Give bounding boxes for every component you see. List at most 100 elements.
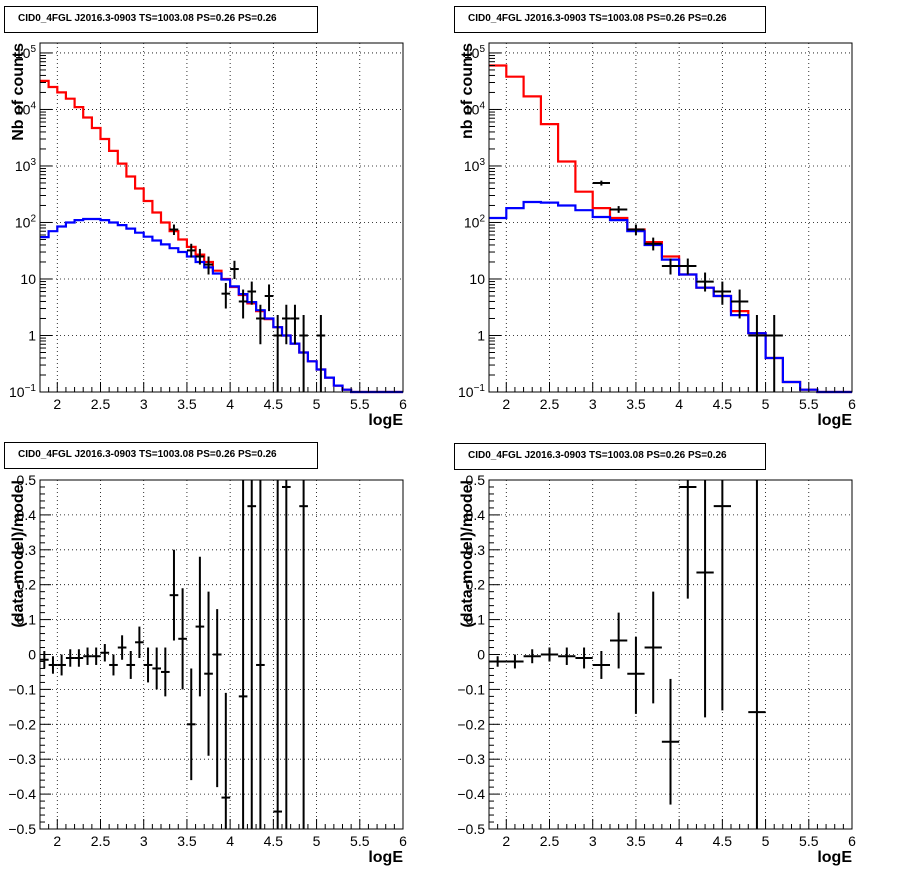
model-component-histogram — [489, 200, 852, 394]
pad-bottom-right: 2 2.5 3 3.5 4 4.5 5 5.5 6 −0.5 −0.4 −0.3 −0.2 −0.1 0 0.… — [449, 437, 898, 874]
x-tick-label: 4.5 — [713, 396, 733, 412]
y-tick-label: −0.2 — [457, 716, 485, 732]
data-point — [696, 480, 714, 718]
data-point — [273, 315, 282, 392]
y-tick-label: 0 — [28, 647, 36, 663]
data-point — [221, 692, 231, 829]
data-point — [195, 556, 205, 697]
y-axis-label: (data-model)/model — [459, 480, 476, 628]
data-point — [169, 224, 179, 236]
data-point — [117, 635, 127, 660]
plot-svg: 2 2.5 3 3.5 4 4.5 5 5.5 610−1110102103104105logE… — [458, 42, 856, 429]
data-point — [161, 647, 170, 697]
x-tick-label: 3 — [140, 396, 148, 412]
y-tick-label: 10 — [20, 271, 36, 287]
x-tick-label: 6 — [399, 396, 407, 412]
x-tick-label: 5 — [313, 396, 321, 412]
data-point — [679, 480, 697, 599]
data-point — [169, 549, 179, 641]
x-tick-label: 5 — [762, 396, 770, 412]
data-point — [713, 480, 731, 711]
y-tick-label: 0.4 — [17, 507, 37, 523]
data-point — [696, 272, 714, 292]
data-point — [765, 315, 783, 392]
data-point — [40, 651, 49, 669]
data-point — [713, 281, 731, 305]
y-axis-label: nb of counts — [459, 43, 476, 139]
data-point — [109, 654, 118, 676]
x-tick-label: 3.5 — [177, 833, 197, 849]
x-tick-label: 2.5 — [540, 396, 560, 412]
y-tick-label: −0.1 — [457, 681, 485, 697]
data-point — [523, 649, 541, 664]
y-tick-label: −0.4 — [8, 786, 36, 802]
y-tick-label: −0.1 — [8, 681, 36, 697]
y-tick-label: 10 — [469, 271, 485, 287]
data-point — [299, 315, 308, 392]
data-point — [195, 248, 205, 265]
model-total-histogram — [489, 64, 852, 394]
data-point — [290, 304, 300, 345]
data-point — [48, 656, 58, 674]
y-tick-label: 0.2 — [17, 577, 37, 593]
x-tick-label: 5 — [313, 833, 321, 849]
data-point — [238, 480, 248, 829]
data-point — [273, 480, 282, 829]
x-tick-label: 6 — [399, 833, 407, 849]
x-tick-label: 5.5 — [350, 833, 370, 849]
x-tick-label: 4.5 — [264, 396, 284, 412]
y-tick-label: 102 — [15, 213, 37, 230]
y-tick-label: 0.1 — [466, 612, 486, 628]
plot-svg: 2 2.5 3 3.5 4 4.5 5 5.5 6 −0.5 −0.4 −0.3 −0.2 −0.1 0 0.… — [457, 472, 856, 866]
x-tick-label: 5 — [762, 833, 770, 849]
pad-title: CID0_4FGL J2016.3-0903 TS=1003.08 PS=0.2… — [454, 6, 766, 33]
x-tick-label: 3 — [140, 833, 148, 849]
y-axis-label: (data-model)/model — [10, 480, 27, 628]
x-tick-label: 6 — [848, 396, 856, 412]
data-point — [610, 206, 628, 213]
model-total-histogram — [40, 79, 403, 394]
data-point — [506, 654, 524, 669]
data-point — [558, 647, 576, 665]
x-tick-label: 4 — [226, 396, 234, 412]
y-tick-label: 0.4 — [466, 507, 486, 523]
data-point — [540, 647, 559, 662]
x-tick-label: 5.5 — [799, 833, 819, 849]
data-point — [57, 654, 66, 676]
data-point — [100, 644, 110, 662]
data-point — [221, 282, 231, 309]
x-axis-label: logE — [368, 849, 403, 866]
data-point — [126, 651, 136, 679]
y-tick-label: 1 — [28, 327, 36, 343]
data-point — [592, 651, 610, 679]
data-point — [661, 258, 680, 275]
x-tick-label: 2.5 — [91, 833, 111, 849]
y-tick-label: 0.3 — [466, 542, 486, 558]
x-tick-label: 4.5 — [713, 833, 733, 849]
data-point — [748, 315, 766, 392]
data-point — [238, 289, 248, 319]
x-tick-label: 4 — [675, 396, 683, 412]
y-tick-label: 0 — [477, 647, 485, 663]
x-axis-label: logE — [817, 412, 852, 429]
data-point — [575, 647, 593, 669]
data-point — [247, 480, 257, 829]
y-tick-label: −0.4 — [457, 786, 485, 802]
y-tick-label: 103 — [464, 157, 486, 174]
x-axis-label: logE — [817, 849, 852, 866]
x-tick-label: 2.5 — [91, 396, 111, 412]
data-point — [282, 480, 291, 829]
x-tick-label: 2 — [502, 396, 510, 412]
x-tick-label: 3.5 — [626, 396, 646, 412]
y-tick-label: −0.3 — [457, 751, 485, 767]
y-tick-label: 0.5 — [466, 472, 486, 488]
x-tick-label: 3 — [589, 396, 597, 412]
model-component-histogram — [40, 217, 403, 394]
data-point — [316, 315, 326, 392]
data-point — [212, 609, 222, 788]
pad-top-right: 2 2.5 3 3.5 4 4.5 5 5.5 6 10−1 1 10 102 103 104 105 logE… — [449, 0, 898, 437]
y-tick-label: −0.2 — [8, 716, 36, 732]
data-point — [247, 281, 257, 305]
data-point — [135, 626, 144, 658]
data-point — [661, 678, 680, 805]
